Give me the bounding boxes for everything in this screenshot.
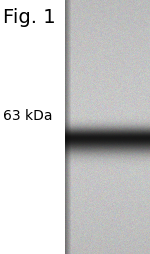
Text: Fig. 1: Fig. 1 <box>3 8 56 27</box>
Text: 63 kDa: 63 kDa <box>3 108 52 123</box>
